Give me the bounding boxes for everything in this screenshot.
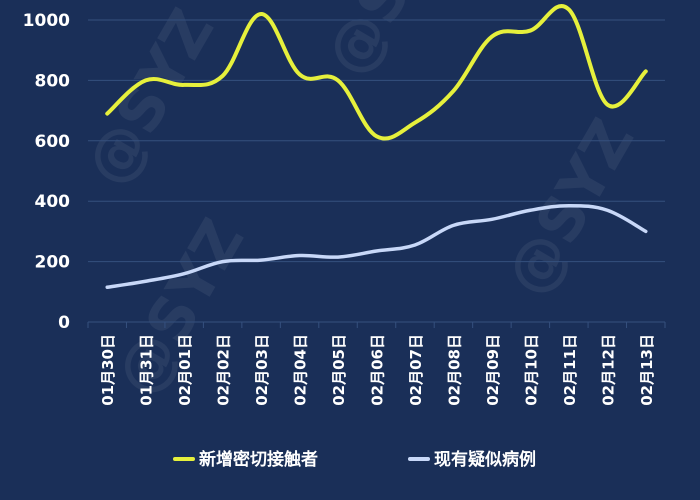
x-tick-label: 02月08日 — [445, 334, 463, 406]
y-tick-label: 200 — [35, 253, 71, 273]
watermark-text: @SYZ — [492, 108, 648, 308]
x-tick-label: 02月11日 — [561, 334, 579, 406]
legend-label-2: 现有疑似病例 — [434, 449, 536, 470]
x-tick-label: 01月30日 — [99, 334, 117, 406]
y-tick-label: 1000 — [23, 11, 70, 31]
x-tick-label: 02月05日 — [330, 334, 348, 406]
x-tick-label: 02月03日 — [253, 334, 271, 406]
x-tick-label: 02月13日 — [638, 334, 656, 406]
x-tick-label: 02月07日 — [407, 334, 425, 406]
series-line-1 — [105, 4, 648, 141]
watermark-text: @SYZ — [72, 0, 228, 198]
x-axis: 01月30日 01月31日 02月01日 02月02日 02月03日 02月04日 02月0… — [87, 322, 666, 406]
y-axis: 0 200 400 600 800 1000 — [23, 11, 70, 333]
y-tick-label: 800 — [35, 71, 71, 91]
legend: 新增密切接触者 现有疑似病例 — [173, 449, 536, 470]
x-tick-label: 02月10日 — [522, 334, 540, 406]
x-tick-label: 02月02日 — [215, 334, 233, 406]
legend-label-1: 新增密切接触者 — [199, 449, 318, 470]
watermark-text: @SYZ — [312, 0, 468, 87]
x-tick-label: 02月12日 — [599, 334, 617, 406]
x-tick-label: 02月06日 — [369, 334, 387, 406]
y-tick-label: 400 — [35, 192, 71, 212]
x-tick-label: 02月04日 — [292, 334, 310, 406]
series-line-2 — [105, 203, 648, 290]
x-tick-label: 02月01日 — [176, 334, 194, 406]
y-tick-label: 600 — [35, 132, 71, 152]
x-tick-label: 01月31日 — [138, 334, 156, 406]
series-lines — [105, 4, 648, 290]
y-tick-label: 0 — [58, 313, 70, 333]
grid — [88, 19, 665, 323]
x-tick-label: 02月09日 — [484, 334, 502, 406]
